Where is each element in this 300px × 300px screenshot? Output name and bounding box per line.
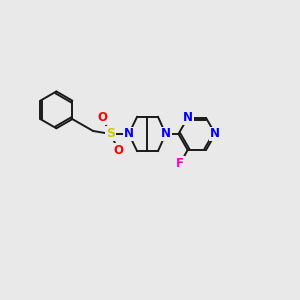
Text: N: N (161, 128, 171, 140)
Text: O: O (114, 144, 124, 157)
Text: S: S (106, 128, 115, 140)
Text: N: N (124, 128, 134, 140)
Text: N: N (183, 112, 193, 124)
Text: O: O (97, 111, 107, 124)
Text: F: F (176, 157, 184, 170)
Text: N: N (210, 128, 220, 140)
